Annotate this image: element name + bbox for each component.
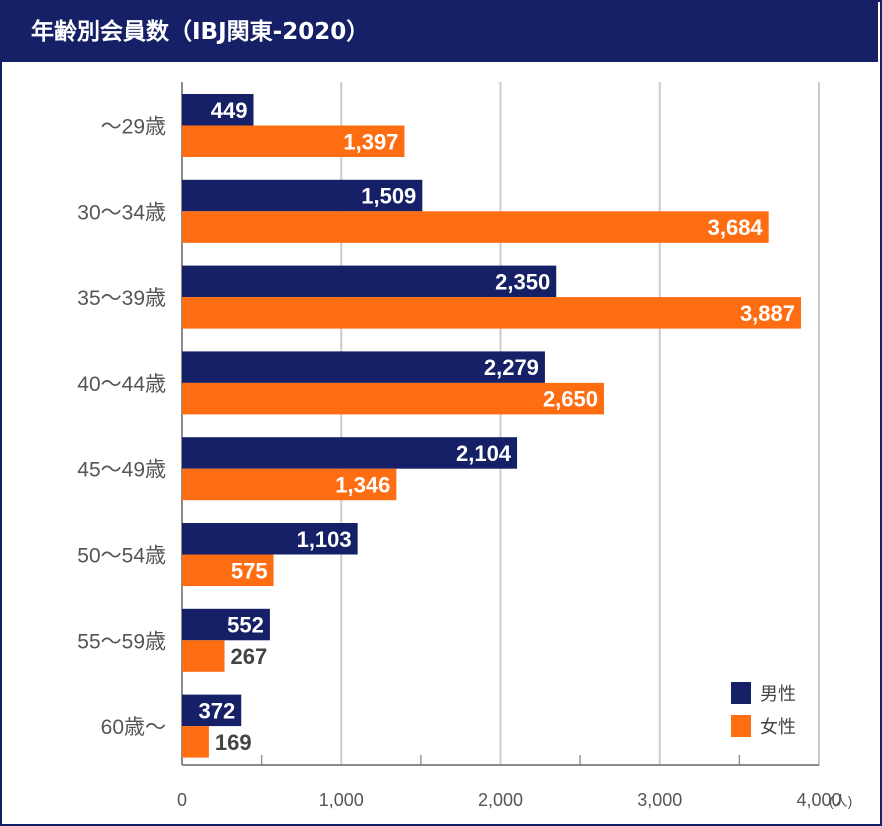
data-label: 3,684 (708, 215, 764, 240)
male-bar (182, 608, 270, 641)
legend-label-female: 女性 (760, 717, 796, 737)
chart-title: 年齢別会員数（IBJ関東-2020） (31, 19, 370, 45)
category-label: 40～44歳 (77, 373, 166, 396)
female-bar (182, 382, 605, 415)
category-label: 55～59歳 (77, 630, 166, 653)
category-label: 35～39歳 (77, 287, 166, 310)
data-label: 575 (231, 558, 268, 583)
data-label: 267 (231, 644, 268, 669)
data-label: 1,397 (343, 129, 398, 154)
legend-swatch-female (731, 715, 751, 737)
data-label: 2,350 (495, 269, 550, 294)
data-label: 1,509 (361, 184, 416, 209)
female-bar (182, 726, 209, 758)
female-bar (182, 211, 769, 243)
x-tick-label: 4,000 (796, 790, 841, 810)
male-bar (182, 265, 557, 298)
male-bar (182, 351, 545, 383)
male-bar (182, 94, 254, 126)
male-bar (182, 437, 518, 469)
male-bar (182, 523, 358, 555)
female-bar (182, 125, 405, 157)
x-tick-label: 0 (177, 790, 187, 810)
data-label: 449 (211, 98, 248, 123)
data-label: 2,104 (456, 441, 512, 466)
data-label: 3,887 (740, 301, 795, 326)
category-label: 45～49歳 (77, 459, 166, 482)
data-label: 169 (215, 730, 252, 755)
male-bar (182, 179, 423, 212)
category-label: 50～54歳 (77, 545, 166, 568)
title-bar: 年齢別会員数（IBJ関東-2020） (0, 0, 878, 62)
female-bar (182, 297, 802, 329)
data-label: 372 (199, 698, 236, 723)
category-label: 30～34歳 (77, 201, 166, 224)
female-bar (182, 554, 274, 586)
data-label: 552 (227, 613, 264, 638)
data-label: 2,650 (543, 387, 598, 412)
x-tick-label: 1,000 (319, 790, 364, 810)
female-bar (182, 468, 397, 501)
legend-label-male: 男性 (760, 684, 796, 704)
category-label: ～29歳 (101, 116, 166, 139)
x-tick-label: 3,000 (637, 790, 682, 810)
data-label: 1,346 (335, 472, 390, 497)
data-label: 1,103 (297, 527, 352, 552)
female-bar (182, 640, 225, 672)
category-label: 60歳～ (101, 716, 166, 739)
data-label: 2,279 (484, 355, 539, 380)
x-unit-label: (人) (829, 793, 852, 809)
legend-swatch-male (731, 682, 751, 704)
x-tick-label: 2,000 (478, 790, 523, 810)
male-bar (182, 694, 242, 727)
